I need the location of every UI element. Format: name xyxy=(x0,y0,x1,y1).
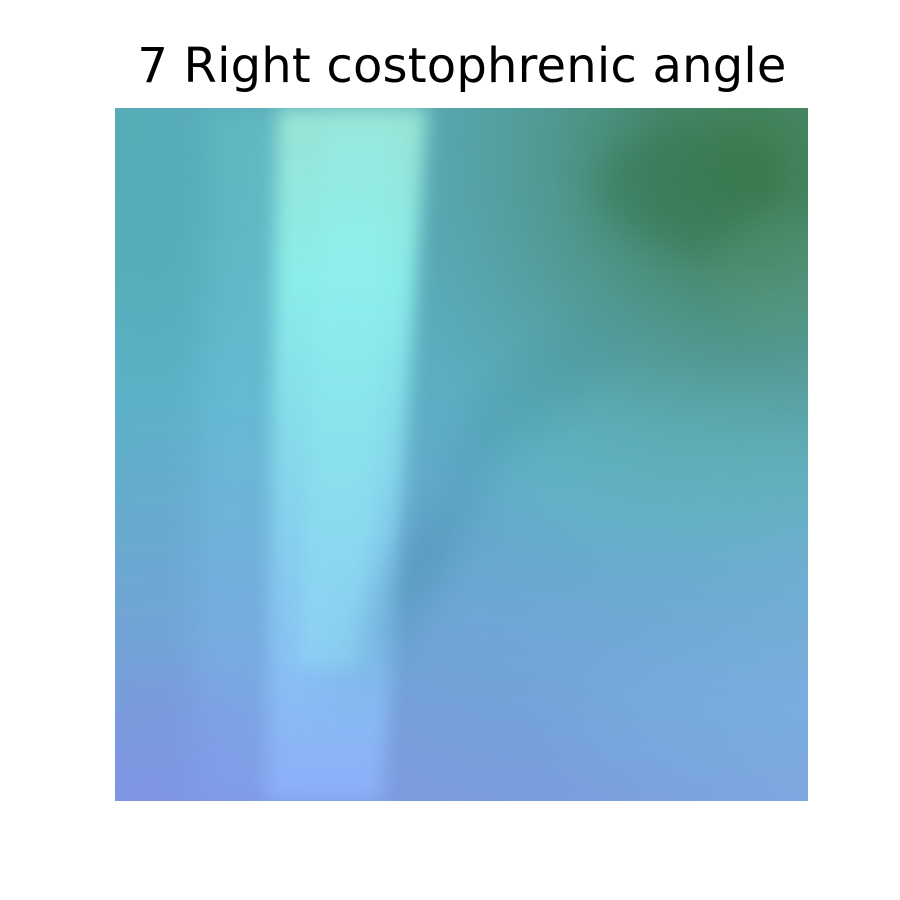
blurred-xray-image xyxy=(115,108,808,801)
image-panel xyxy=(115,108,808,801)
figure-title: 7 Right costophrenic angle xyxy=(137,38,787,94)
